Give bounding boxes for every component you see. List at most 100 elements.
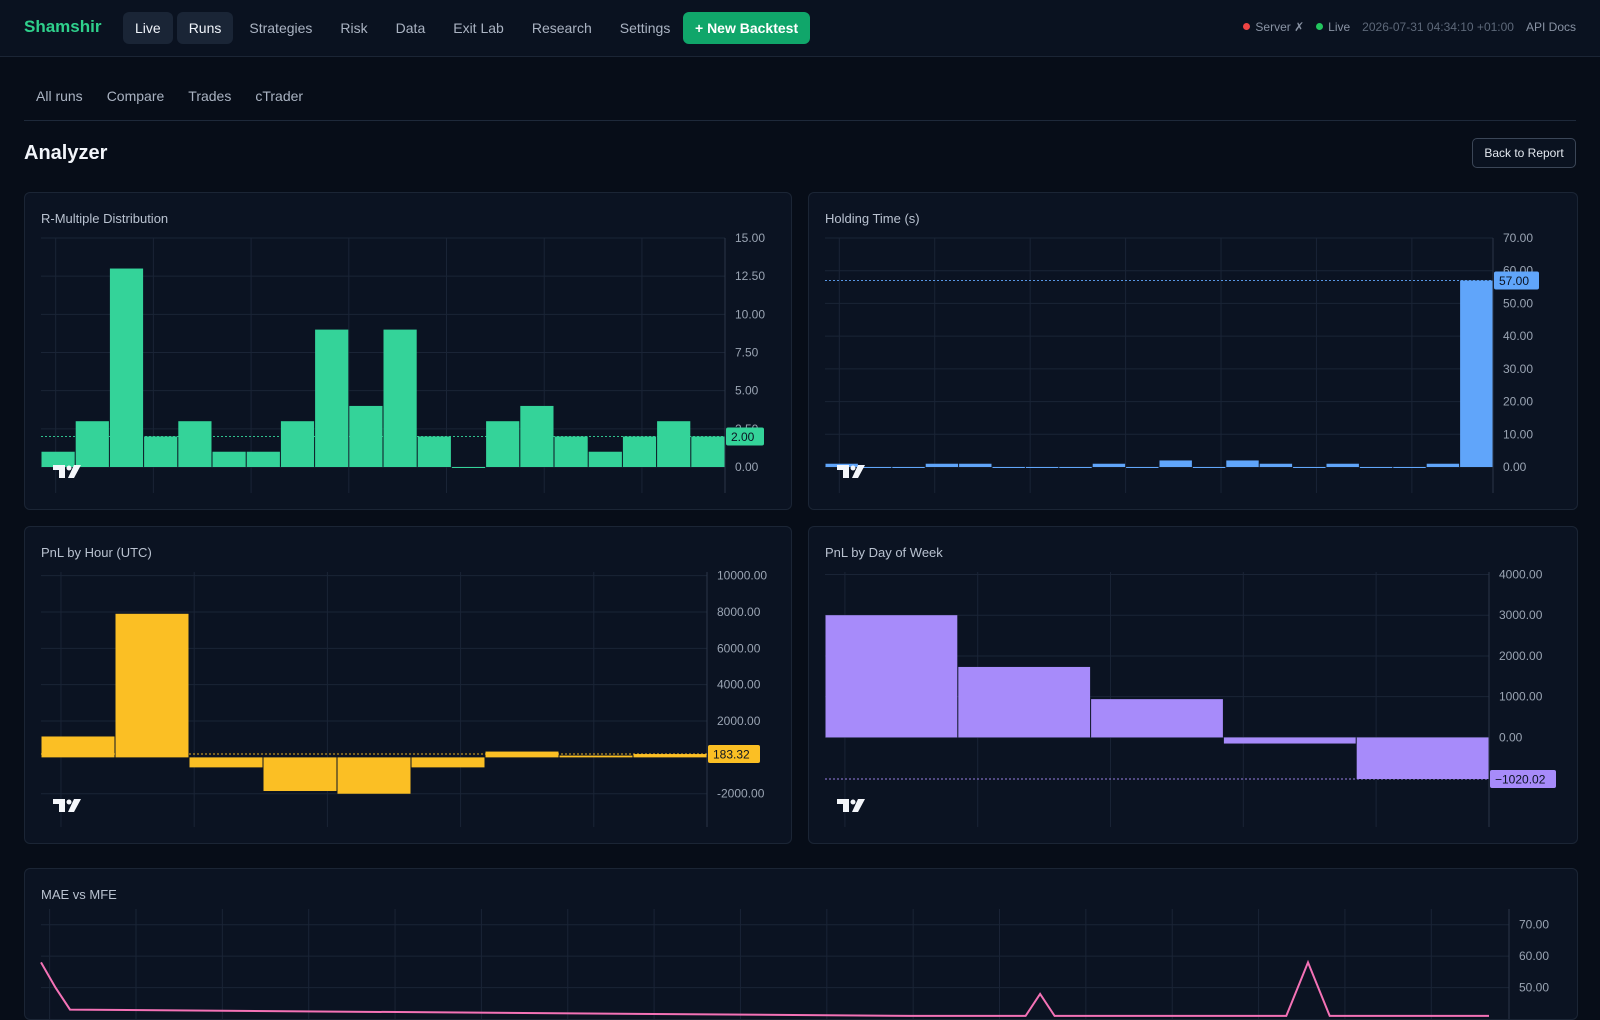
pnl-by-hour-panel: PnL by Hour (UTC) -2000.00 2000.00 4000.00… — [24, 526, 792, 844]
chart-bar — [178, 421, 212, 467]
chart-title: PnL by Day of Week — [825, 545, 943, 560]
chart-title: PnL by Hour (UTC) — [41, 545, 152, 560]
chart-bar — [144, 436, 178, 467]
y-tick-label: 70.00 — [1503, 231, 1533, 245]
chart-bar — [1159, 460, 1192, 467]
y-tick-label: 4000.00 — [1499, 567, 1543, 581]
mae-vs-mfe-chart[interactable]: 50.00 60.00 70.00 — [25, 869, 1577, 1019]
chart-bar — [451, 467, 486, 468]
api-docs-link[interactable]: API Docs — [1525, 20, 1576, 34]
subtab-all-runs[interactable]: All runs — [36, 88, 83, 104]
y-tick-label: -2000.00 — [717, 787, 765, 801]
chart-bar — [992, 467, 1025, 468]
page-title: Analyzer — [24, 142, 108, 164]
chart-bar — [1059, 467, 1092, 468]
subtab-compare[interactable]: Compare — [106, 88, 165, 104]
nav-exit-lab[interactable]: Exit Lab — [453, 20, 504, 36]
chart-bar — [1091, 699, 1223, 738]
subtab-trades[interactable]: Trades — [188, 88, 232, 104]
y-tick-label: 1000.00 — [1499, 690, 1543, 704]
live-status-dot-icon — [1316, 23, 1324, 31]
tradingview-logo-icon — [837, 799, 865, 812]
chart-bar — [280, 421, 315, 467]
server-status-dot-icon — [1243, 23, 1251, 31]
pnl-by-hour-chart[interactable]: -2000.00 2000.00 4000.00 6000.00 8000.00 1000… — [25, 527, 791, 843]
nav-live[interactable]: Live — [123, 12, 173, 44]
y-tick-label: 10.00 — [735, 307, 765, 321]
chart-bar — [657, 421, 691, 467]
y-tick-label: 8000.00 — [717, 605, 761, 619]
y-tick-label: 20.00 — [1503, 395, 1533, 409]
chart-bar — [1393, 467, 1426, 468]
r-multiple-panel: R-Multiple Distribution 0.002.505.007.50… — [24, 192, 792, 510]
y-tick-label: 3000.00 — [1499, 608, 1543, 622]
pnl-by-day-panel: PnL by Day of Week 0.00 1000.00 2000.00 300… — [808, 526, 1578, 844]
chart-bar — [1426, 463, 1460, 467]
y-tick-label: 7.50 — [735, 346, 759, 360]
chart-bar — [633, 754, 707, 758]
y-tick-label: 6000.00 — [717, 641, 761, 655]
new-backtest-button[interactable]: + New Backtest — [683, 12, 811, 44]
chart-bar — [337, 757, 411, 794]
nav-settings[interactable]: Settings — [619, 20, 671, 36]
chart-bar — [1223, 737, 1356, 744]
chart-bar — [554, 436, 588, 467]
last-value-badge — [726, 427, 764, 446]
nav-risk[interactable]: Risk — [340, 20, 368, 36]
subtab-ctrader[interactable]: cTrader — [255, 88, 304, 104]
last-value-badge — [708, 745, 760, 764]
chart-bar — [691, 436, 725, 467]
chart-bar — [383, 329, 417, 467]
pnl-by-day-chart[interactable]: 0.00 1000.00 2000.00 3000.00 4000.00 −1020.02 — [809, 527, 1577, 843]
main-nav: Live Runs Strategies Risk Data Exit Lab … — [123, 12, 682, 44]
chart-bar — [263, 757, 337, 792]
nav-data[interactable]: Data — [395, 20, 426, 36]
nav-research[interactable]: Research — [531, 20, 592, 36]
chart-bar — [1192, 467, 1226, 468]
y-tick-label: 30.00 — [1503, 362, 1533, 376]
chart-bar — [588, 451, 622, 467]
tradingview-logo-icon — [837, 465, 865, 478]
chart-bar — [959, 463, 992, 467]
y-tick-label: 40.00 — [1503, 329, 1533, 343]
chart-bar — [1460, 280, 1493, 467]
y-tick-label: 12.50 — [735, 269, 765, 283]
last-value-label: 2.00 — [731, 430, 755, 444]
nav-strategies[interactable]: Strategies — [249, 20, 313, 36]
last-value-label: −1020.02 — [1495, 772, 1546, 786]
chart-bar — [1356, 737, 1489, 779]
chart-bar — [486, 421, 520, 467]
y-tick-label: 50.00 — [1519, 981, 1549, 995]
y-tick-label: 0.00 — [735, 460, 759, 474]
live-status-label: Live — [1328, 20, 1351, 34]
chart-title: Holding Time (s) — [825, 211, 920, 226]
chart-bar — [958, 666, 1091, 738]
chart-bar — [75, 421, 109, 467]
chart-bar — [1126, 467, 1159, 468]
nav-runs[interactable]: Runs — [176, 12, 234, 44]
y-tick-label: 70.00 — [1519, 918, 1549, 932]
chart-bar — [189, 757, 263, 768]
clock-timestamp: 2026-07-31 04:34:10 +01:00 — [1362, 20, 1514, 34]
chart-bar — [115, 613, 189, 758]
chart-bar — [825, 615, 958, 738]
last-value-badge — [1494, 271, 1539, 290]
y-tick-label: 0.00 — [1499, 730, 1523, 744]
chart-bar — [41, 451, 75, 467]
holding-time-panel: Holding Time (s) 0.00 10.00 20.00 30.00 40.0… — [808, 192, 1578, 510]
live-status: Live — [1316, 20, 1350, 34]
back-to-report-button[interactable]: Back to Report — [1472, 138, 1576, 168]
chart-bar — [1326, 463, 1359, 467]
holding-time-chart[interactable]: 0.0010.0020.0030.0040.0050.0060.0070.005… — [809, 193, 1577, 509]
server-status: Server ✗ — [1243, 20, 1304, 34]
server-status-label: Server ✗ — [1255, 20, 1305, 34]
chart-title: R-Multiple Distribution — [41, 211, 169, 226]
status-area: Server ✗ Live 2026-07-31 04:34:10 +01:00… — [1243, 20, 1576, 34]
chart-bar — [109, 268, 144, 467]
brand-logo[interactable]: Shamshir — [24, 17, 102, 36]
tradingview-logo-icon — [53, 465, 81, 478]
chart-bar — [246, 451, 280, 467]
tradingview-logo-icon — [53, 799, 81, 812]
chart-bar — [1226, 460, 1259, 467]
